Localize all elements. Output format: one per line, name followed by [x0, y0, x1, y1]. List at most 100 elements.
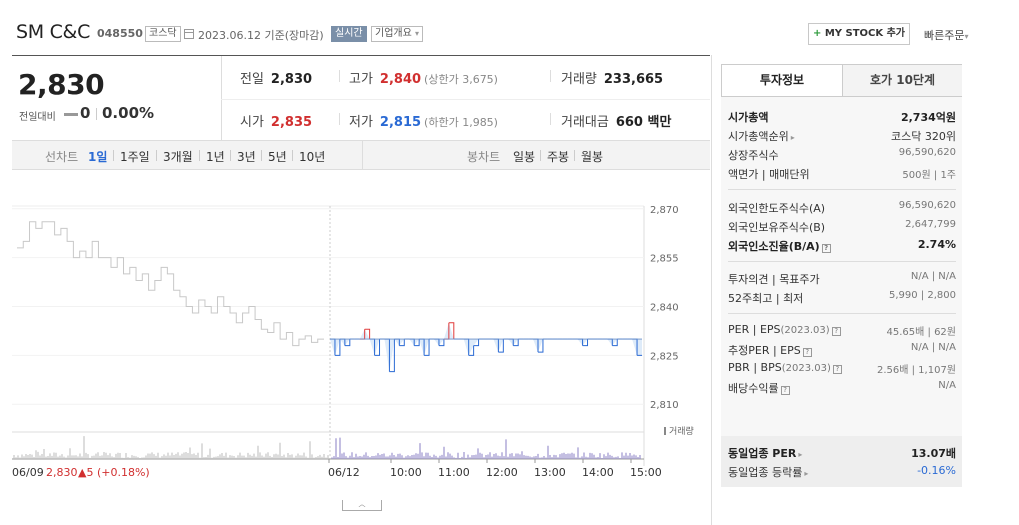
y-tick-label: 2,840: [650, 303, 679, 314]
row-industry-per[interactable]: 동일업종 PER ▸ 13.07배: [728, 443, 956, 462]
line-chart-label: 선차트: [45, 150, 79, 164]
today-segment: [414, 339, 420, 347]
change-value: 0: [80, 104, 91, 122]
candle-weekly[interactable]: 주봉: [547, 150, 570, 164]
realtime-badge[interactable]: 실시간: [331, 26, 367, 42]
industry-change-value: -0.16%: [917, 464, 956, 477]
est-per-text: 추정PER: [728, 344, 770, 357]
high-label: 고가: [349, 72, 373, 87]
flat-change-icon: [64, 113, 78, 116]
today-segment: [364, 328, 371, 340]
x-tick-label: 10:00: [390, 466, 422, 479]
help-icon[interactable]: ?: [821, 244, 831, 253]
candle-daily[interactable]: 일봉: [513, 150, 536, 164]
help-icon[interactable]: ?: [832, 365, 842, 374]
est-per-number: N/A: [910, 342, 929, 353]
amount-label: 거래대금: [561, 115, 609, 130]
period-1year[interactable]: 1년: [206, 150, 225, 164]
est-eps-number: N/A: [938, 342, 956, 353]
trade-amount: 거래대금 660 백만: [561, 111, 671, 130]
today-segment: [468, 345, 475, 356]
y-tick-label: 2,870: [650, 205, 679, 216]
period-1day[interactable]: 1일: [88, 150, 108, 164]
invest-rows: 시가총액 2,734억원 시가총액순위 ▸ 코스닥 320위 상장주식수 96,5…: [721, 97, 962, 487]
x-tick-label: 12:00: [486, 466, 518, 479]
divider: [221, 99, 710, 100]
volume-legend: 거래량: [664, 424, 694, 437]
period-3months[interactable]: 3개월: [163, 150, 193, 164]
eps-number: 62원: [934, 327, 956, 338]
row-market-cap-rank[interactable]: 시가총액순위 ▸ 코스닥 320위: [728, 126, 956, 145]
today-segment: [513, 339, 519, 347]
eps-text: EPS: [759, 323, 781, 336]
row-per-eps: PER | EPS(2023.03)? 45.65배 | 62원: [728, 321, 956, 340]
chart-toggle-button[interactable]: ︿: [342, 500, 382, 511]
high-price: 고가 2,840 (상한가 3,675): [349, 68, 498, 87]
divider: [540, 150, 541, 161]
x-tick-label: 11:00: [438, 466, 470, 479]
x-axis-ticks: 06/12 10:00 11:00 12:00 13:00 14:00 15:00 06/09…: [12, 459, 662, 479]
industry-per-value: 13.07배: [911, 447, 956, 460]
amount-value: 660 백만: [615, 115, 672, 130]
market-cap-rank-label: 시가총액순위 ▸: [728, 128, 795, 144]
volume-value: 233,665: [603, 72, 664, 87]
today-segment: [334, 339, 341, 356]
par-label: 액면가 | 매매단위: [728, 168, 810, 181]
dividend-value: N/A: [938, 380, 956, 391]
industry-change-text: 동일업종 등락률: [728, 466, 803, 479]
market-cap-value: 2,734억원: [900, 111, 956, 124]
chevron-down-icon: ▾: [415, 29, 420, 38]
divider: [261, 150, 262, 161]
pbr-bps-label: PBR | BPS(2023.03)?: [728, 361, 842, 374]
intraday-chart[interactable]: 2,870 2,855 2,840 2,825 2,810 06/12 10:00 11:0…: [12, 196, 710, 486]
lower-limit: (하한가 1,985): [424, 116, 498, 129]
divider: [728, 313, 956, 314]
est-eps-text: EPS: [780, 344, 801, 357]
row-industry-change[interactable]: 동일업종 등락률 ▸ -0.16%: [728, 462, 956, 481]
today-segment: [498, 339, 504, 353]
divider: [339, 113, 340, 125]
change-percent: 0.00%: [102, 104, 155, 122]
market-cap-rank-text: 시가총액순위: [728, 130, 789, 143]
tab-invest-info[interactable]: 투자정보: [722, 65, 842, 96]
volume-legend-label: 거래량: [669, 427, 694, 437]
row-market-cap: 시가총액 2,734억원: [728, 107, 956, 126]
foreign-hold-label: 외국인보유주식수(B): [728, 221, 826, 234]
per-number: 45.65배: [886, 327, 925, 338]
w52-high-number: 5,990: [888, 290, 918, 301]
help-icon[interactable]: ?: [780, 386, 790, 395]
per-eps-year: (2023.03): [780, 325, 830, 336]
tab-orderbook[interactable]: 호가 10단계: [842, 65, 962, 96]
y-tick-label: 2,825: [650, 351, 679, 362]
pbr-bps-year: (2023.03): [781, 363, 831, 374]
pbr-bps-value: 2.56배 | 1,107원: [876, 365, 956, 376]
x-tick-label: 14:00: [582, 466, 614, 479]
par-value: 500원 | 1주: [902, 170, 956, 181]
divider: [550, 113, 551, 125]
base-date: 2023.06.12 기준(장마감): [198, 29, 324, 42]
y-tick-label: 2,810: [650, 400, 679, 411]
company-info-button[interactable]: 기업개요 ▾: [371, 26, 424, 42]
help-icon[interactable]: ?: [802, 348, 812, 357]
calendar-icon: [184, 29, 194, 39]
volume-bars: [13, 436, 641, 459]
w52-high-text: 52주최고: [728, 292, 773, 305]
mystock-add-button[interactable]: + MY STOCK 추가: [808, 23, 910, 45]
period-10years[interactable]: 10년: [299, 150, 326, 164]
help-icon[interactable]: ?: [831, 327, 841, 336]
period-3years[interactable]: 3년: [237, 150, 256, 164]
foreign-limit-value: 96,590,620: [898, 200, 956, 211]
divider: [711, 55, 712, 525]
candle-monthly[interactable]: 월봉: [581, 150, 604, 164]
plus-icon: +: [812, 28, 822, 39]
stock-header: SM C&C 048550 코스닥 2023.06.12 기준(장마감) 실시간…: [0, 0, 1019, 50]
company-name[interactable]: SM C&C: [16, 21, 91, 43]
w52-label: 52주최고 | 최저: [728, 292, 804, 305]
shares-label: 상장주식수: [728, 149, 779, 162]
quick-order-button[interactable]: 빠른주문▾: [924, 27, 969, 43]
opinion-text: 투자의견: [728, 273, 769, 286]
period-5years[interactable]: 5년: [268, 150, 287, 164]
bps-text: BPS: [760, 361, 782, 374]
period-1week[interactable]: 1주일: [120, 150, 150, 164]
